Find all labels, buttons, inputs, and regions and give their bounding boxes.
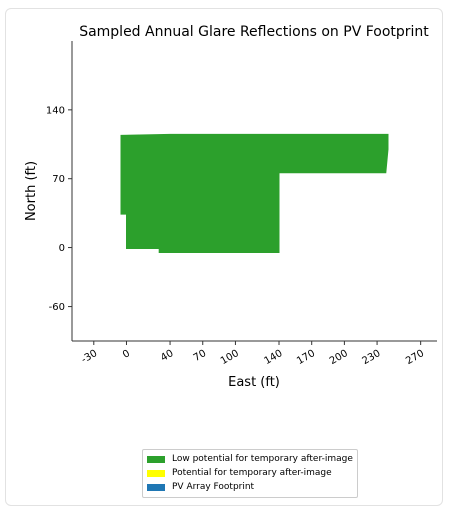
chart-card xyxy=(5,8,443,506)
y-tick-label: 70 xyxy=(52,174,65,185)
legend-item-potential: Potential for temporary after-image xyxy=(147,466,353,480)
chart-title: Sampled Annual Glare Reflections on PV F… xyxy=(79,24,429,40)
x-tick-label: 230 xyxy=(361,348,383,367)
x-tick-label: -30 xyxy=(80,348,100,366)
legend-label-low-potential: Low potential for temporary after-image xyxy=(172,454,353,464)
x-tick-label: 140 xyxy=(262,348,284,367)
x-axis-label: East (ft) xyxy=(228,375,280,390)
legend-label-potential: Potential for temporary after-image xyxy=(172,468,332,478)
legend-item-low-potential: Low potential for temporary after-image xyxy=(147,452,353,466)
legend-swatch-potential xyxy=(147,469,165,477)
x-tick-label: 170 xyxy=(295,348,317,367)
legend-item-pv-footprint: PV Array Footprint xyxy=(147,480,353,494)
y-tick-label: -60 xyxy=(49,302,65,313)
x-tick-label: 270 xyxy=(404,348,426,367)
legend-swatch-pv-footprint xyxy=(147,483,165,491)
x-tick-label: 40 xyxy=(159,348,176,364)
y-tick-label: 140 xyxy=(46,105,65,116)
legend-swatch-low-potential xyxy=(147,455,165,463)
x-tick-label: 0 xyxy=(121,348,132,361)
x-tick-label: 70 xyxy=(192,348,209,364)
x-tick-label: 100 xyxy=(219,348,241,367)
plot-area xyxy=(120,133,389,253)
x-tick-label: 200 xyxy=(328,348,350,367)
y-axis-label: North (ft) xyxy=(24,161,39,221)
legend: Low potential for temporary after-image … xyxy=(142,449,358,498)
legend-label-pv-footprint: PV Array Footprint xyxy=(172,482,255,492)
y-tick-label: 0 xyxy=(59,243,65,254)
glare-region-series-0 xyxy=(120,133,389,253)
